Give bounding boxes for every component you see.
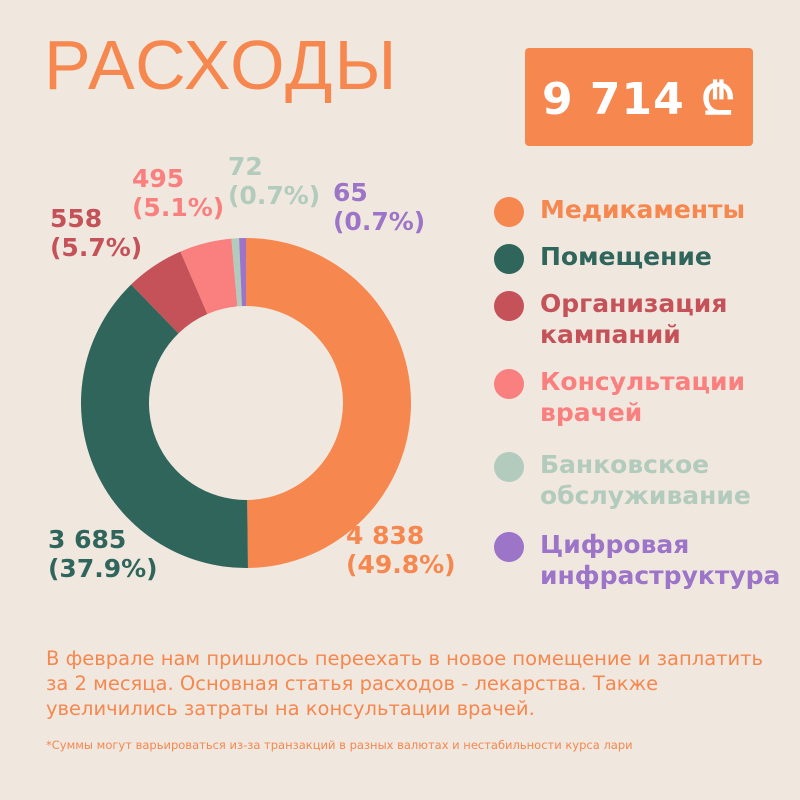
legend-label: Консультации врачей [540,367,746,427]
donut-slice-banking [231,238,242,307]
legend-item-digital: Цифровая инфраструктура [494,529,790,591]
donut-slice-medicines [246,238,411,568]
legend-label: Банковское обслуживание [540,450,751,510]
legend-swatch [494,291,524,321]
legend-label: Помещение [540,242,712,271]
slice-percent-consultations: (5.1%) [132,193,225,222]
legend-label: Цифровая инфраструктура [540,530,781,590]
slice-label-premises: 3 685 (37.9%) [48,525,158,583]
slice-percent-medicines: (49.8%) [346,550,456,579]
slice-label-campaigns: 558 (5.7%) [50,204,142,262]
legend-item-medicines: Медикаменты [494,194,790,227]
page-title: РАСХОДЫ [44,26,399,104]
slice-value-premises: 3 685 [48,525,127,554]
slice-label-banking: 72 (0.7%) [228,152,320,210]
donut-slice-premises [81,284,248,568]
slice-percent-banking: (0.7%) [228,181,321,210]
legend-item-consultations: Консультации врачей [494,366,790,428]
slice-label-digital: 65 (0.7%) [333,178,425,236]
legend-swatch [494,532,524,562]
legend-label: Медикаменты [540,195,746,224]
total-amount-badge: 9 714 ₾ [525,48,753,146]
legend-item-premises: Помещение [494,241,790,274]
footnote: *Суммы могут варьироваться из-за транзак… [46,738,633,752]
legend-swatch [494,244,524,274]
slice-value-banking: 72 [228,152,263,181]
donut-slice-consultations [180,238,238,314]
legend-swatch [494,452,524,482]
slice-value-medicines: 4 838 [346,521,425,550]
slice-value-digital: 65 [333,178,368,207]
slice-percent-digital: (0.7%) [333,207,426,236]
legend-item-banking: Банковское обслуживание [494,449,790,511]
description-text: В феврале нам пришлось переехать в новое… [46,647,764,720]
donut-slice-digital [239,238,246,307]
slice-value-campaigns: 558 [50,204,103,233]
slice-label-medicines: 4 838 (49.8%) [346,521,456,579]
donut-slice-campaigns [131,251,208,334]
slice-value-consultations: 495 [132,164,185,193]
legend-label: Организация кампаний [540,289,728,349]
legend-item-campaigns: Организация кампаний [494,288,790,350]
slice-label-consultations: 495 (5.1%) [132,164,224,222]
legend-swatch [494,197,524,227]
legend-swatch [494,369,524,399]
slice-percent-campaigns: (5.7%) [50,233,143,262]
slice-percent-premises: (37.9%) [48,554,158,583]
